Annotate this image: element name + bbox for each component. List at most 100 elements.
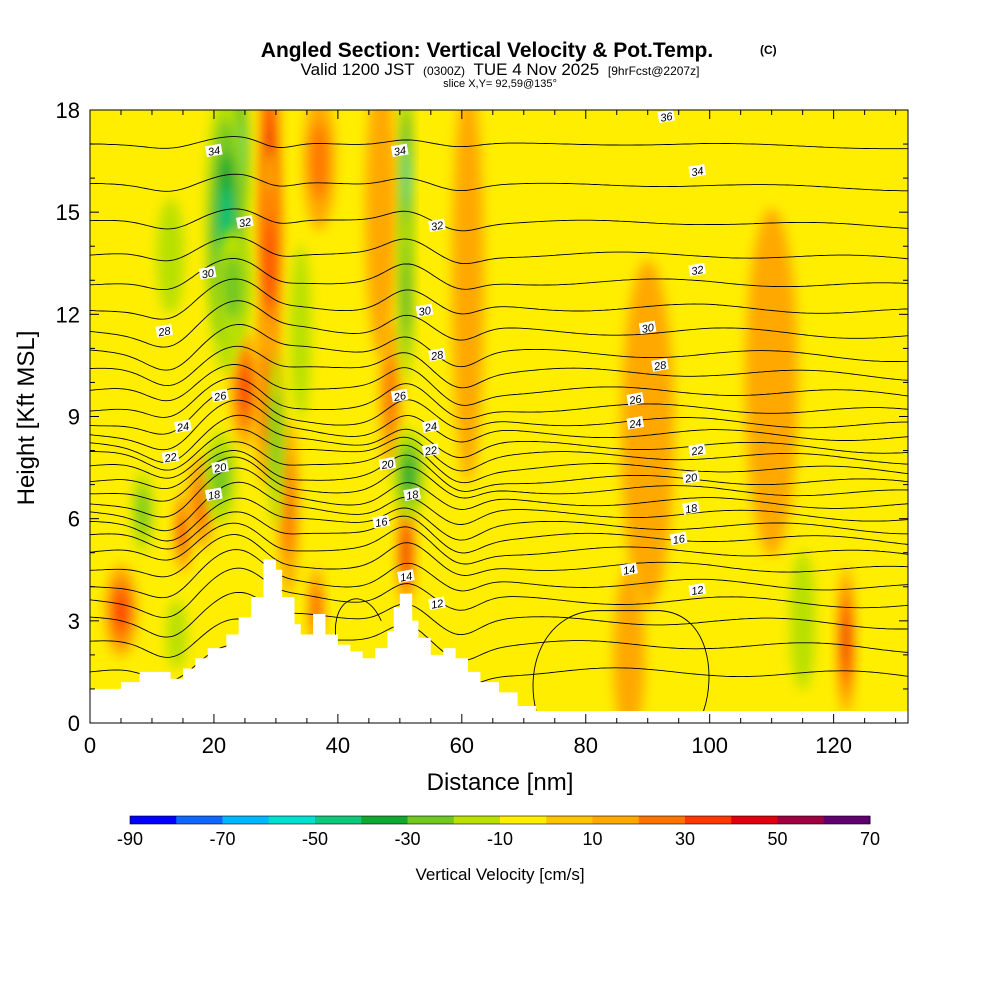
isentrope-label-text: 22 (163, 451, 178, 465)
colorbar-segment (222, 816, 270, 824)
y-tick-label: 3 (68, 609, 80, 634)
isentrope-label: 32 (236, 215, 254, 230)
isentrope-label: 26 (211, 388, 229, 404)
isentrope-label-box (620, 562, 638, 577)
downdraft-cell-9 (156, 198, 185, 315)
colorbar-tick-label: 10 (582, 829, 602, 849)
isentrope-label: 26 (390, 388, 409, 404)
colorbar-segment (361, 816, 408, 824)
colorbar-segment (823, 816, 871, 824)
isentrope-13 (90, 534, 908, 578)
x-tick-label: 20 (202, 733, 226, 758)
downdraft-cell-2 (213, 229, 252, 345)
isentrope-label: 26 (626, 392, 645, 408)
colorbar-tick-label: -90 (117, 829, 143, 849)
colorbar-tick-label: 70 (860, 829, 880, 849)
terrain-mask (90, 559, 908, 723)
isentrope-label-text: 28 (156, 325, 172, 339)
isentrope-29 (90, 323, 908, 371)
downdraft-cell-4 (398, 210, 414, 385)
isentrope-label-text: 20 (212, 461, 228, 475)
isentrope-label-box (174, 419, 192, 434)
downdraft-cell-12 (790, 551, 816, 691)
colorbar-tick-label: -50 (302, 829, 328, 849)
isentrope-label-text: 18 (684, 502, 699, 516)
isentrope-label: 22 (688, 443, 707, 459)
updraft-band (843, 618, 849, 665)
isentrope-11 (90, 567, 908, 618)
valid-time: Valid 1200 JST (301, 60, 415, 79)
isentrope-24 (90, 399, 908, 451)
utc-time: (0300Z) (423, 64, 465, 78)
isentrope-label-box (428, 596, 446, 611)
isentrope-label-box (415, 303, 434, 318)
isentrope-label-text: 26 (392, 390, 408, 404)
x-tick-label: 0 (84, 733, 96, 758)
isentrope-label-box (155, 324, 174, 338)
isentrope-27 (90, 364, 908, 406)
isentrope-label: 34 (205, 143, 223, 159)
isentrope-label: 16 (669, 531, 688, 547)
chart-title-mark: (C) (760, 43, 777, 57)
isentrope-35 (90, 173, 908, 192)
isentrope-label-box (682, 470, 700, 485)
isentrope-contours (90, 136, 908, 712)
isentrope-label-box (211, 388, 229, 403)
colorbar-segment (685, 816, 732, 824)
slice-label: slice X,Y= 92,59@135° (443, 78, 557, 90)
x-tick-label: 80 (574, 733, 598, 758)
isentrope-label: 32 (688, 262, 707, 278)
isentrope-label: 28 (428, 347, 446, 363)
isentrope-label-text: 30 (418, 305, 433, 319)
isentrope-36 (90, 136, 908, 150)
updraft-band (365, 110, 398, 357)
isentrope-label-text: 34 (393, 145, 407, 159)
y-tick-label: 18 (56, 98, 80, 123)
y-tick-label: 15 (56, 200, 80, 225)
x-tick-label: 100 (691, 733, 728, 758)
colorbar-tick-label: 30 (675, 829, 695, 849)
isentrope-label: 14 (620, 562, 638, 578)
y-tick-label: 12 (56, 302, 80, 327)
isentrope-label-box (205, 487, 223, 502)
downdraft-band (717, 596, 739, 713)
isentrope-14 (90, 522, 908, 565)
updraft-cell-7 (105, 564, 137, 657)
isentrope-label: 30 (415, 303, 434, 319)
forecast-date: TUE 4 Nov 2025 (473, 60, 599, 79)
updraft-cell-17 (745, 208, 799, 557)
isentrope-label: 30 (198, 266, 217, 281)
isentrope-19 (90, 456, 908, 502)
valley-contour (335, 598, 382, 649)
downdraft-band (290, 244, 312, 419)
chart-subtitle: Valid 1200 JST (0300Z) TUE 4 Nov 2025 [9… (301, 60, 700, 79)
downdraft-cell-13 (717, 596, 739, 713)
updraft-band (282, 459, 295, 558)
y-tick-label: 6 (68, 507, 80, 532)
downdraft-band (790, 551, 816, 691)
colorbar-frame (129, 815, 871, 825)
updraft-band (613, 568, 645, 723)
isentrope-label-text: 36 (659, 111, 674, 125)
downdraft-band (271, 391, 281, 490)
downdraft-band (221, 254, 244, 320)
isentrope-label: 12 (688, 582, 707, 598)
isentrope-label: 30 (638, 320, 657, 336)
isentrope-label-text: 22 (689, 445, 704, 459)
downdraft-band (403, 263, 409, 332)
isentrope-label-text: 12 (430, 598, 444, 612)
colorbar-tick-label: -30 (394, 829, 420, 849)
isentrope-label-text: 20 (683, 472, 699, 486)
y-tick-label: 0 (68, 711, 80, 736)
isentrope-label: 32 (428, 218, 446, 234)
colorbar-segment (176, 816, 223, 824)
isentrope-label-text: 22 (423, 445, 438, 459)
isentrope-32 (90, 258, 908, 291)
isentrope-label: 22 (421, 443, 440, 459)
isentrope-21 (90, 441, 908, 484)
isentrope-label-text: 26 (212, 390, 228, 404)
isentrope-label-box (421, 419, 440, 434)
isentrope-label-box (428, 218, 446, 233)
isentrope-label-box (205, 143, 223, 158)
